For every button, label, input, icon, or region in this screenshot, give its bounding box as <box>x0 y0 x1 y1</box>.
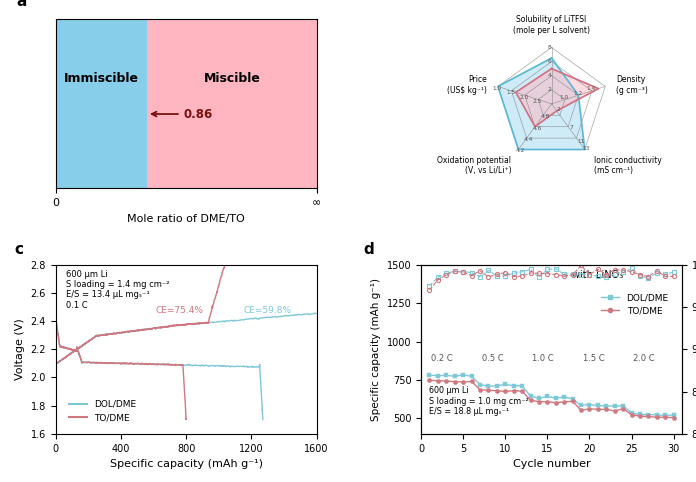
Text: 2.0: 2.0 <box>519 95 529 100</box>
Text: c: c <box>14 242 23 257</box>
Text: with LiNO₃: with LiNO₃ <box>572 270 624 280</box>
Text: d: d <box>363 242 374 257</box>
Bar <box>147 19 317 188</box>
Text: 1.4: 1.4 <box>587 86 596 91</box>
Text: 600 μm Li
S loading = 1.0 mg cm⁻²
E/S = 18.8 μL mgₛ⁻¹: 600 μm Li S loading = 1.0 mg cm⁻² E/S = … <box>429 387 529 416</box>
Text: 1.0: 1.0 <box>560 95 569 100</box>
Text: 4.2: 4.2 <box>516 148 525 153</box>
Bar <box>56 19 147 188</box>
Text: 1.2: 1.2 <box>573 91 583 95</box>
Text: 6: 6 <box>548 59 551 64</box>
Text: 2.0 C: 2.0 C <box>633 354 655 363</box>
Y-axis label: Specific capacity (mAh g⁻¹): Specific capacity (mAh g⁻¹) <box>371 278 381 421</box>
Text: 1.5: 1.5 <box>506 91 515 95</box>
Text: a: a <box>17 0 27 9</box>
Text: 11: 11 <box>578 139 585 144</box>
Text: 2: 2 <box>557 107 560 112</box>
Text: Miscible: Miscible <box>203 72 260 85</box>
Text: Solubility of LiTFSI
(mole per L solvent): Solubility of LiTFSI (mole per L solvent… <box>513 15 590 35</box>
Text: 2.5: 2.5 <box>532 99 542 104</box>
Text: Price
(US$ kg⁻¹): Price (US$ kg⁻¹) <box>447 75 487 95</box>
Text: 4.4: 4.4 <box>524 137 533 142</box>
Text: Oxidation potential
(V, vs Li/Li⁺): Oxidation potential (V, vs Li/Li⁺) <box>437 156 512 175</box>
Y-axis label: Voltage (V): Voltage (V) <box>15 318 25 380</box>
Text: 4: 4 <box>548 73 551 78</box>
Text: 1.5 C: 1.5 C <box>583 354 605 363</box>
Text: 0.5 C: 0.5 C <box>482 354 503 363</box>
Text: Ionic conductivity
(mS cm⁻¹): Ionic conductivity (mS cm⁻¹) <box>594 156 662 175</box>
Text: 0.86: 0.86 <box>152 107 213 120</box>
Text: Density
(g cm⁻³): Density (g cm⁻³) <box>616 75 648 95</box>
Text: 600 μm Li
S loading = 1.4 mg cm⁻²
E/S = 13.4 μL mgₛ⁻¹
0.1 C: 600 μm Li S loading = 1.4 mg cm⁻² E/S = … <box>66 270 170 310</box>
Text: 13: 13 <box>583 146 590 151</box>
Text: Immiscible: Immiscible <box>64 72 139 85</box>
X-axis label: Cycle number: Cycle number <box>513 459 590 469</box>
Text: 0.2 C: 0.2 C <box>432 354 453 363</box>
Legend: DOL/DME, TO/DME: DOL/DME, TO/DME <box>65 396 140 426</box>
Text: 1.0 C: 1.0 C <box>532 354 554 363</box>
Text: CE=59.8%: CE=59.8% <box>244 306 292 315</box>
Text: CE=75.4%: CE=75.4% <box>155 306 203 315</box>
Text: 7: 7 <box>569 124 573 130</box>
Text: 4.8: 4.8 <box>540 114 550 119</box>
Text: 2: 2 <box>548 87 551 92</box>
Polygon shape <box>516 68 599 127</box>
Text: 8: 8 <box>548 45 551 50</box>
Polygon shape <box>498 58 585 149</box>
Legend: DOL/DME, TO/DME: DOL/DME, TO/DME <box>598 289 672 319</box>
Text: 4.6: 4.6 <box>532 125 541 131</box>
X-axis label: Mole ratio of DME/TO: Mole ratio of DME/TO <box>127 214 245 224</box>
Text: 1.0: 1.0 <box>493 86 502 91</box>
X-axis label: Specific capacity (mAh g⁻¹): Specific capacity (mAh g⁻¹) <box>110 459 262 469</box>
